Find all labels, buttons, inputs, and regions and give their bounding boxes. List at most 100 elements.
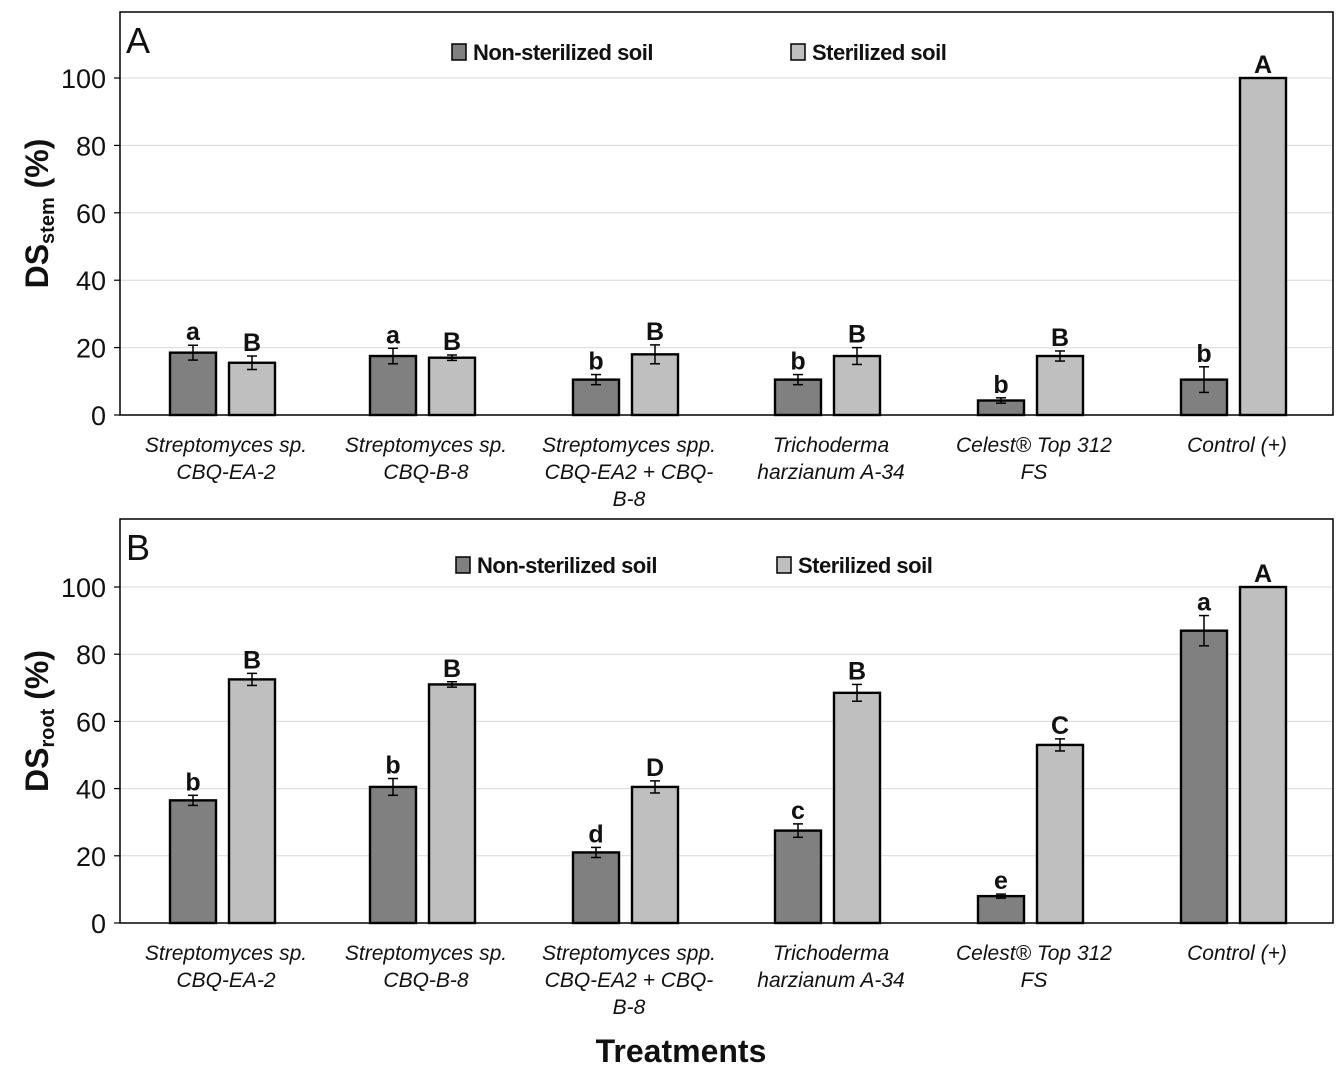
significance-letter: B [848,657,866,685]
bar [368,785,418,925]
bar [976,894,1026,925]
y-tick-label: 20 [76,334,106,364]
legend-swatch [455,556,471,574]
bar [773,829,823,925]
bar [427,683,477,925]
category-label: Trichoderma [773,434,889,457]
y-tick-label: 80 [76,131,106,161]
significance-letter: b [185,768,200,796]
bar [1035,743,1085,925]
category-label: CBQ-EA2 + CBQ- [545,461,714,484]
category-label: CBQ-B-8 [383,969,469,992]
significance-letter: A [1254,51,1272,79]
category-label: B-8 [613,996,646,1019]
y-tick-label: 40 [76,266,106,296]
significance-letter: B [243,646,261,674]
bar [571,851,621,925]
bar [368,354,418,417]
significance-letter: b [993,371,1008,399]
y-axis-title-main: DS [19,244,55,288]
category-label: Celest® Top 312 [956,434,1112,457]
significance-letter: C [1051,712,1069,740]
category-label: CBQ-EA-2 [176,969,276,992]
plot-frame [119,518,1334,924]
y-tick-label: 0 [91,401,106,431]
legend-label: Sterilized soil [812,40,946,65]
category-label: harzianum A-34 [757,461,904,484]
category-label: Control (+) [1187,434,1287,457]
panel-label: A [126,20,150,61]
category-label: CBQ-B-8 [383,461,469,484]
category-label: Control (+) [1187,942,1287,965]
bar [1035,354,1085,417]
significance-letter: e [994,867,1008,895]
bar [427,356,477,417]
panel-label: B [126,527,150,568]
y-tick-label: 60 [76,199,106,229]
y-tick-label: 40 [76,775,106,805]
y-axis-title-subscript: stem [37,197,59,244]
legend-swatch [790,43,806,61]
significance-letter: b [790,348,805,376]
category-label: Streptomyces spp. [542,942,716,965]
category-label: Trichoderma [773,942,889,965]
significance-letter: a [386,321,401,349]
significance-letter: D [646,754,664,782]
legend-swatch [776,556,792,574]
category-label: Streptomyces sp. [145,434,307,457]
y-tick-label: 100 [61,64,106,94]
bar [1238,76,1288,417]
significance-letter: B [443,328,461,356]
bar [571,378,621,417]
significance-letter: B [848,321,866,349]
significance-letter: c [791,797,805,825]
significance-letter: b [385,752,400,780]
category-label: Streptomyces sp. [145,942,307,965]
category-label: Celest® Top 312 [956,942,1112,965]
legend-label: Non-sterilized soil [477,553,657,578]
significance-letter: a [186,318,201,346]
bar [1179,629,1229,925]
bar [832,691,882,925]
y-axis-title-unit: (%) [19,650,55,709]
significance-letter: B [646,318,664,346]
y-axis-title-unit: (%) [19,139,55,198]
x-axis-title: Treatments [596,1033,767,1068]
bar [168,799,218,925]
y-axis-title: DSstem (%) [19,139,59,289]
y-tick-label: 80 [76,640,106,670]
significance-letter: b [588,348,603,376]
y-axis-title-main: DS [19,748,55,792]
significance-letter: d [588,820,603,848]
bar [168,351,218,417]
y-tick-label: 20 [76,842,106,872]
y-tick-label: 60 [76,707,106,737]
bar [832,354,882,417]
bar [773,378,823,417]
significance-letter: B [243,329,261,357]
chart-panel-a: 0 20 40 60 80 100 A DSstem (%) Non-sterilized so… [19,11,1334,511]
category-label: CBQ-EA-2 [176,461,276,484]
significance-letter: a [1197,589,1212,617]
bar [227,361,277,417]
category-label: Streptomyces spp. [542,434,716,457]
category-label: B-8 [613,488,646,511]
category-label: harzianum A-34 [757,969,904,992]
significance-letter: B [1051,324,1069,352]
significance-letter: B [443,655,461,683]
significance-letter: A [1254,560,1272,588]
bar [227,678,277,925]
y-tick-label: 0 [91,909,106,939]
bar [630,785,680,925]
y-tick-label: 100 [61,573,106,603]
chart-panel-b: 0 20 40 60 80 100 B DSroot (%) Non-sterilized so… [19,518,1334,1019]
category-label: FS [1021,969,1048,992]
bar [1238,585,1288,925]
category-label: Streptomyces sp. [345,942,507,965]
legend-label: Sterilized soil [798,553,932,578]
category-label: FS [1021,461,1048,484]
plot-frame [119,11,1334,416]
significance-letter: b [1196,340,1211,368]
legend-label: Non-sterilized soil [473,40,653,65]
